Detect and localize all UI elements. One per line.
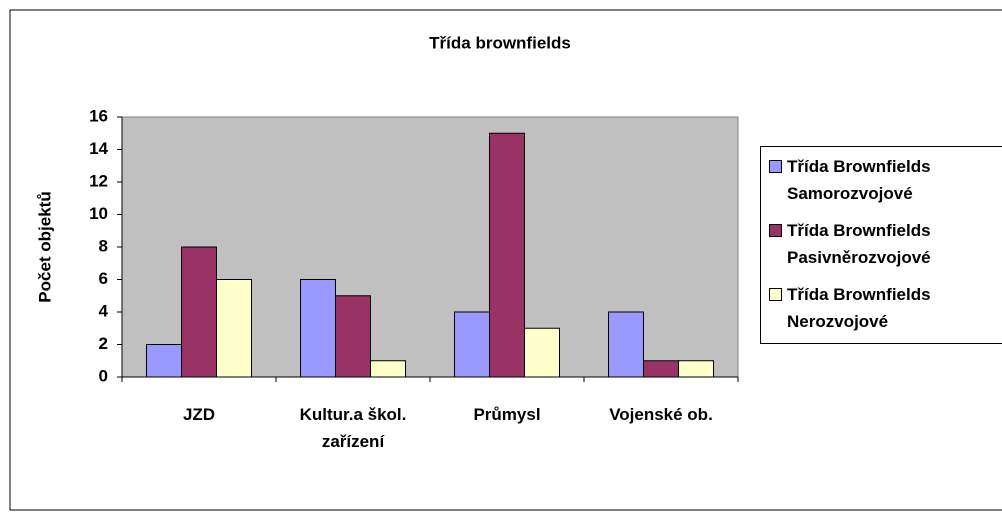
legend-item: Třída Brownfields Samorozvojové — [769, 153, 999, 207]
legend-swatch — [769, 288, 782, 301]
y-tick-label: 2 — [99, 334, 108, 353]
bar — [370, 360, 406, 378]
bar — [489, 132, 525, 378]
x-tick-label: Vojenské ob. — [609, 405, 713, 424]
y-tick-label: 12 — [89, 171, 108, 190]
bar — [181, 246, 217, 378]
bar — [608, 311, 644, 378]
legend-swatch — [769, 160, 782, 173]
y-tick-label: 0 — [99, 366, 108, 385]
bar — [524, 327, 560, 378]
legend-label: Třída Brownfields Nerozvojové — [787, 285, 931, 331]
chart-title: Třída brownfields — [429, 33, 571, 52]
bar — [454, 311, 490, 378]
y-tick-label: 14 — [89, 139, 108, 158]
bar — [335, 295, 371, 378]
legend: Třída Brownfields Samorozvojové Třída Bro… — [760, 146, 1002, 344]
legend-item: Třída Brownfields Pasivněrozvojové — [769, 217, 999, 271]
y-tick-label: 4 — [99, 301, 109, 320]
y-tick-label: 16 — [89, 106, 108, 125]
bar — [146, 344, 182, 378]
bar — [300, 279, 336, 378]
x-tick-label: Průmysl — [473, 405, 541, 424]
legend-swatch — [769, 224, 782, 237]
legend-label: Třída Brownfields Samorozvojové — [787, 157, 931, 203]
legend-item: Třída Brownfields Nerozvojové — [769, 281, 999, 335]
x-tick-label: JZD — [182, 405, 216, 424]
y-tick-label: 8 — [99, 236, 108, 255]
y-axis-label: Počet objektů — [35, 191, 54, 302]
bar — [643, 360, 679, 378]
legend-label: Třída Brownfields Pasivněrozvojové — [787, 221, 931, 267]
y-tick-label: 10 — [89, 204, 108, 223]
y-tick-label: 6 — [99, 269, 108, 288]
x-tick-label: Kultur.a škol. zařízení — [299, 405, 407, 451]
bar — [216, 279, 252, 378]
bar — [678, 360, 714, 378]
